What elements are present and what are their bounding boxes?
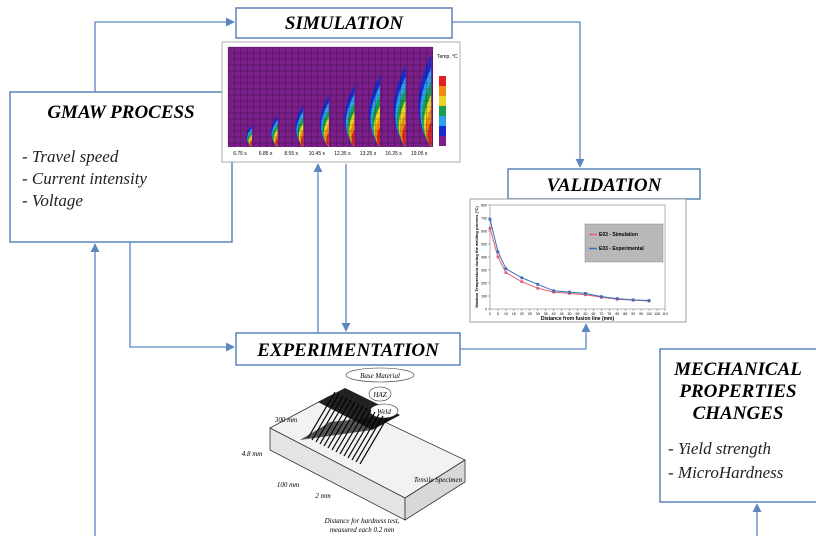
time-label: 13.25 s: [360, 151, 377, 157]
x-tick-label: 105: [654, 312, 660, 316]
point: [632, 299, 635, 302]
point: [568, 291, 571, 294]
experimentation-title: EXPERIMENTATION: [256, 340, 440, 361]
y-tick-label: 600: [481, 230, 487, 234]
y-tick-label: 100: [481, 295, 487, 299]
image-label: 4.8 mm: [242, 450, 263, 458]
mechanical-item: - Yield strength: [668, 439, 771, 458]
point: [536, 287, 539, 290]
gmaw-item: - Voltage: [22, 191, 83, 210]
arrow: [130, 242, 234, 347]
color-key: [439, 96, 446, 106]
time-label: 19.05 s: [411, 151, 428, 157]
time-label: 10.45 s: [309, 151, 326, 157]
point: [489, 227, 492, 230]
x-tick-label: 80: [615, 312, 619, 316]
y-tick-label: 700: [481, 217, 487, 221]
time-label: 8.55 s: [284, 151, 298, 157]
point: [616, 297, 619, 300]
validation-title: VALIDATION: [547, 175, 663, 196]
x-tick-label: 95: [639, 312, 643, 316]
point: [505, 267, 508, 270]
y-axis-title: Maximo Temperatura during the welding pr…: [474, 206, 479, 308]
mechanical-item: - MicroHardness: [668, 463, 784, 482]
color-key: [439, 126, 446, 136]
image-label: Base Material: [360, 372, 400, 380]
simulation-title: SIMULATION: [285, 13, 405, 34]
image-label: Tensile Specimen: [414, 476, 463, 484]
x-tick-label: 85: [623, 312, 627, 316]
legend-label: E03 - Simulation: [599, 232, 638, 238]
image-label: 100 mm: [277, 481, 299, 489]
mechanical-title: MECHANICAL: [673, 359, 802, 380]
y-tick-label: 200: [481, 282, 487, 286]
validation-chart: 0100200300400500600700800051015202530354…: [470, 199, 686, 322]
color-key: [439, 136, 446, 146]
color-key: [439, 76, 446, 86]
legend-box: [585, 224, 663, 262]
point: [600, 295, 603, 298]
point: [497, 250, 500, 253]
image-label: 2 mm: [315, 492, 330, 500]
time-label: 12.35 s: [334, 151, 351, 157]
gmaw-title: GMAW PROCESS: [47, 102, 194, 123]
color-key: [439, 86, 446, 96]
x-axis-title: Distance from fusion line (mm): [541, 316, 615, 322]
image-label: Weld: [377, 408, 391, 416]
diagram: SIMULATION GMAW PROCESS VALIDATION EXPER…: [0, 0, 816, 536]
arrow: [95, 22, 234, 92]
y-tick-label: 400: [481, 256, 487, 260]
color-key: [439, 106, 446, 116]
y-tick-label: 800: [481, 204, 487, 208]
y-tick-label: 0: [485, 308, 487, 312]
point: [520, 280, 523, 283]
point: [489, 218, 492, 221]
simulation-image: 6.75 s 6.85 s 8.55 s 10.45 s 12.35 s 13.25 s 1…: [222, 42, 460, 162]
arrow: [452, 22, 580, 167]
y-tick-label: 500: [481, 243, 487, 247]
point: [497, 256, 500, 259]
point: [584, 292, 587, 295]
time-label: 6.75 s: [233, 151, 247, 157]
time-label: 6.85 s: [259, 151, 273, 157]
mechanical-title: PROPERTIES: [678, 381, 796, 402]
x-tick-label: 5: [497, 312, 499, 316]
gmaw-item: - Travel speed: [22, 147, 119, 166]
image-label: Distance for hardness test,: [324, 517, 400, 525]
x-tick-label: 90: [631, 312, 635, 316]
x-tick-label: 100: [646, 312, 652, 316]
point: [505, 271, 508, 274]
point: [648, 299, 651, 302]
mechanical-title: CHANGES: [693, 403, 784, 424]
arrow: [460, 324, 586, 349]
x-tick-label: 0: [489, 312, 491, 316]
legend-title: Temp. °C: [437, 54, 458, 60]
x-tick-label: 20: [520, 312, 524, 316]
y-tick-label: 300: [481, 269, 487, 273]
x-tick-label: 15: [512, 312, 516, 316]
image-label: 300 mm: [274, 416, 297, 424]
point: [536, 283, 539, 286]
image-label: HAZ: [372, 391, 386, 399]
image-label: measured each 0.2 mm: [330, 526, 394, 534]
x-tick-label: 25: [528, 312, 532, 316]
point: [552, 289, 555, 292]
gmaw-item: - Current intensity: [22, 169, 147, 188]
color-key: [439, 116, 446, 126]
x-tick-label: 110: [662, 312, 668, 316]
point: [520, 276, 523, 279]
x-tick-label: 10: [504, 312, 508, 316]
x-tick-label: 30: [536, 312, 540, 316]
legend-label: E03 - Experimental: [599, 246, 644, 252]
time-label: 16.25 s: [385, 151, 402, 157]
experiment-image: Base Material HAZ Weld 300 mm 4.8 mm 100 mm 2 …: [242, 368, 465, 534]
